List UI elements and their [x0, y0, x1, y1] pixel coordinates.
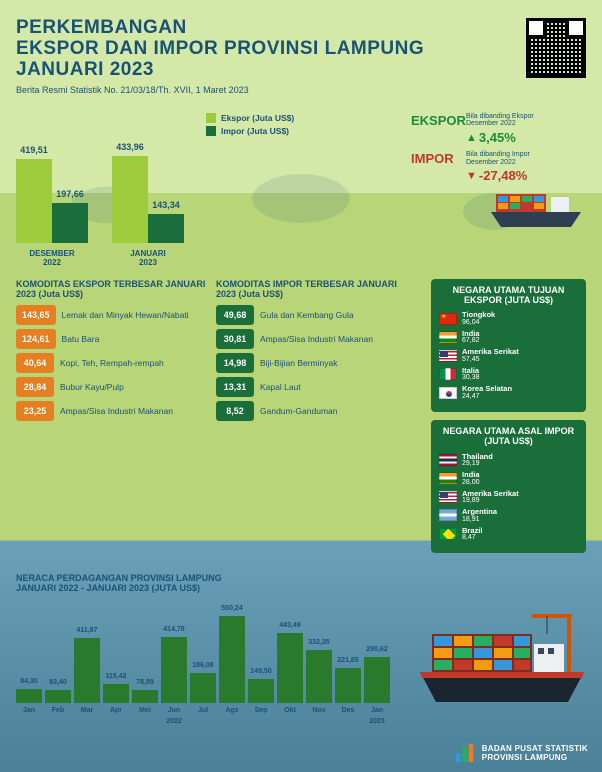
qr-code [526, 18, 586, 78]
up-arrow-icon: ▲ [466, 132, 477, 144]
legend-ekspor: Ekspor (Juta US$) [221, 113, 294, 123]
footer-line-2: PROVINSI LAMPUNG [482, 753, 588, 762]
flag-icon [439, 368, 457, 380]
neraca-bar: 115,42Apr [103, 684, 129, 702]
import-commodities-title: KOMODITAS IMPOR TERBESAR JANUARI 2023 (J… [216, 279, 406, 300]
neraca-bar: 411,87Mar [74, 638, 100, 703]
neraca-bar: 83,40Feb [45, 690, 71, 703]
commodity-item: 143,65Lemak dan Minyak Hewan/Nabati [16, 305, 206, 325]
neraca-bar: 290,62Jan2023 [364, 657, 390, 703]
commodity-item: 124,61Batu Bara [16, 329, 206, 349]
commodity-item: 23,25Ampas/Sisa Industri Makanan [16, 401, 206, 421]
neraca-bar: 186,08Jul [190, 673, 216, 702]
ship-icon-large [412, 604, 592, 714]
pct-ekspor-desc: Bila dibanding Ekspor Desember 2022 [466, 113, 534, 128]
footer-line-1: BADAN PUSAT STATISTIK [482, 744, 588, 753]
flag-icon [439, 454, 457, 466]
import-countries-box: NEGARA UTAMA ASAL IMPOR (JUTA US$) Thail… [431, 420, 586, 553]
flag-icon [439, 509, 457, 521]
commodity-item: 28,84Bubur Kayu/Pulp [16, 377, 206, 397]
header: PERKEMBANGAN EKSPOR DAN IMPOR PROVINSI L… [16, 18, 586, 95]
pct-impor-label: IMPOR [411, 151, 466, 166]
neraca-bar: 332,35Nov [306, 650, 332, 703]
title-line-2: EKSPOR DAN IMPOR PROVINSI LAMPUNG [16, 39, 586, 60]
flag-icon [439, 528, 457, 540]
flag-icon [439, 472, 457, 484]
commodity-item: 49,68Gula dan Kembang Gula [216, 305, 406, 325]
country-row: Thailand29,19 [439, 453, 578, 468]
import-countries-title: NEGARA UTAMA ASAL IMPOR (JUTA US$) [439, 426, 578, 447]
neraca-bar: 550,24Ags [219, 616, 245, 703]
bps-logo-icon [454, 742, 476, 764]
country-row: India28,00 [439, 471, 578, 486]
country-row: Korea Selatan24,47 [439, 385, 578, 400]
down-arrow-icon: ▼ [466, 170, 477, 182]
legend-impor: Impor (Juta US$) [221, 126, 289, 136]
flag-icon [439, 491, 457, 503]
bar-pair: 419,51197,66DESEMBER2022 [16, 159, 88, 243]
neraca-bar: 221,85Des [335, 668, 361, 703]
country-row: Argentina18,91 [439, 508, 578, 523]
title-line-3: JANUARI 2023 [16, 60, 586, 81]
commodity-item: 13,31Kapal Laut [216, 377, 406, 397]
country-row: Amerika Serikat57,45 [439, 348, 578, 363]
pct-impor-desc: Bila dibanding Impor Desember 2022 [466, 151, 534, 166]
country-row: India67,82 [439, 330, 578, 345]
neraca-bar: 149,50Sep [248, 679, 274, 703]
neraca-bar: 78,89Mei [132, 690, 158, 702]
top-bar-chart: 419,51197,66DESEMBER2022 433,96143,34JANU… [16, 113, 184, 243]
percent-block: EKSPOR Bila dibanding Ekspor Desember 20… [411, 113, 586, 230]
pct-ekspor-label: EKSPOR [411, 113, 466, 128]
neraca-bar-chart: 84,30Jan83,40Feb411,87Mar115,42Apr78,89M… [16, 598, 406, 703]
country-row: Brazil8,47 [439, 527, 578, 542]
title-line-1: PERKEMBANGAN [16, 18, 586, 39]
export-commodities: KOMODITAS EKSPOR TERBESAR JANUARI 2023 (… [16, 279, 206, 561]
flag-icon [439, 350, 457, 362]
country-row: Italia30,38 [439, 367, 578, 382]
ship-icon-small [486, 189, 586, 229]
flag-icon [439, 313, 457, 325]
subtitle: Berita Resmi Statistik No. 21/03/18/Th. … [16, 85, 586, 95]
commodity-item: 30,81Ampas/Sisa Industri Makanan [216, 329, 406, 349]
neraca-bar: 414,78Jun2022 [161, 637, 187, 703]
footer: BADAN PUSAT STATISTIK PROVINSI LAMPUNG [454, 742, 588, 764]
commodity-item: 14,98Biji-Bijian Berminyak [216, 353, 406, 373]
bar-pair: 433,96143,34JANUARI2023 [112, 156, 184, 243]
neraca-title: NERACA PERDAGANGAN PROVINSI LAMPUNGJANUA… [16, 573, 586, 594]
export-countries-box: NEGARA UTAMA TUJUAN EKSPOR (JUTA US$) Ti… [431, 279, 586, 412]
country-row: Amerika Serikat19,89 [439, 490, 578, 505]
export-countries-title: NEGARA UTAMA TUJUAN EKSPOR (JUTA US$) [439, 285, 578, 306]
neraca-bar: 443,49Okt [277, 633, 303, 703]
neraca-bar: 84,30Jan [16, 689, 42, 702]
commodity-item: 8,52Gandum-Ganduman [216, 401, 406, 421]
export-commodities-title: KOMODITAS EKSPOR TERBESAR JANUARI 2023 (… [16, 279, 206, 300]
commodity-item: 40,64Kopi, Teh, Rempah-rempah [16, 353, 206, 373]
pct-impor-value: -27,48% [479, 168, 527, 183]
country-row: Tiongkok96,04 [439, 311, 578, 326]
top-chart-legend: Ekspor (Juta US$) Impor (Juta US$) [206, 113, 294, 139]
flag-icon [439, 331, 457, 343]
pct-ekspor-value: 3,45% [479, 130, 516, 145]
import-commodities: KOMODITAS IMPOR TERBESAR JANUARI 2023 (J… [216, 279, 406, 561]
flag-icon [439, 387, 457, 399]
